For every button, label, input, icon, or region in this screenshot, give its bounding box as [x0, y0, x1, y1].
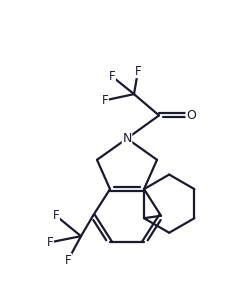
- Text: F: F: [101, 94, 108, 107]
- Text: F: F: [47, 236, 53, 249]
- Text: O: O: [185, 109, 195, 122]
- Text: F: F: [108, 70, 115, 83]
- Text: N: N: [122, 132, 131, 145]
- Text: F: F: [134, 64, 141, 78]
- Text: F: F: [65, 254, 71, 267]
- Text: F: F: [52, 209, 59, 222]
